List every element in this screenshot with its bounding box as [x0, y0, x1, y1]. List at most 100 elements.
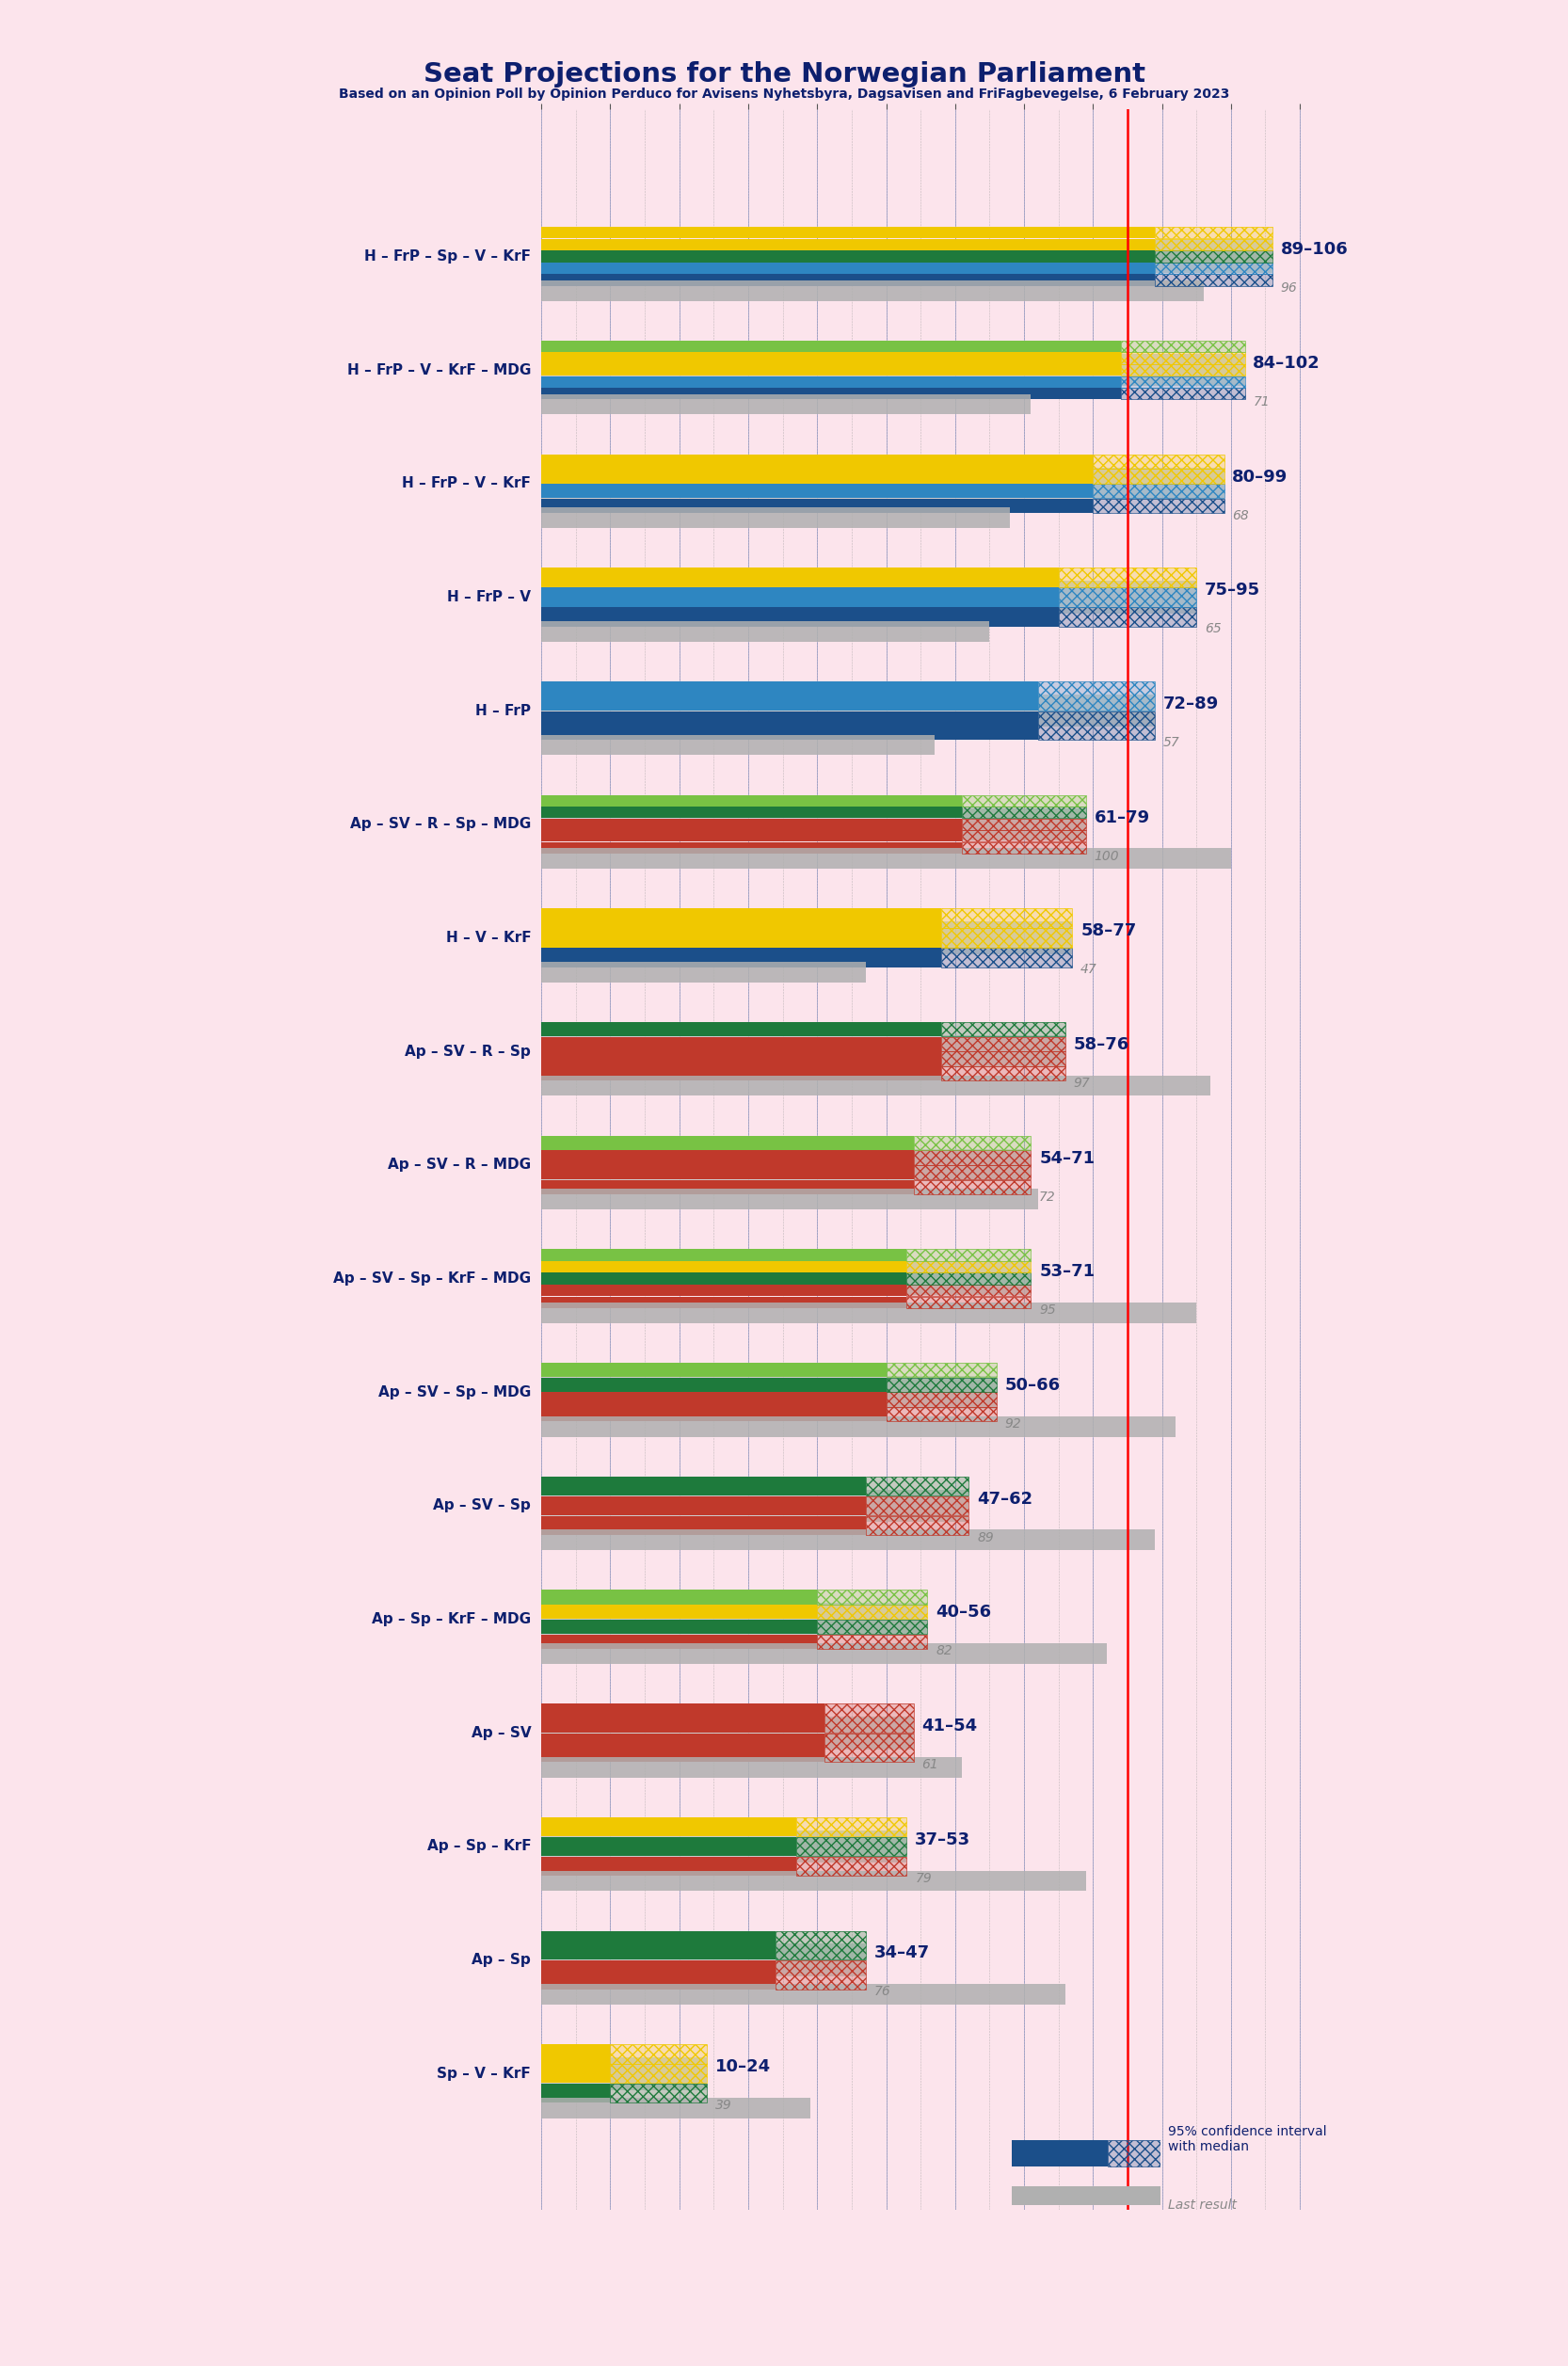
Text: 39: 39	[715, 2099, 732, 2113]
Bar	[1058, 608, 1196, 627]
Bar	[541, 963, 866, 982]
Bar	[886, 1377, 996, 1391]
Text: H – FrP – V: H – FrP – V	[447, 589, 532, 603]
Text: H – FrP: H – FrP	[475, 703, 532, 717]
Bar	[797, 1817, 906, 1836]
Bar	[941, 927, 1073, 946]
Bar	[963, 842, 1087, 854]
Bar	[541, 239, 1156, 251]
Bar	[776, 1961, 866, 1990]
Bar	[817, 1590, 928, 1604]
Bar	[541, 274, 1156, 286]
Bar	[541, 1181, 914, 1195]
Text: 54–71: 54–71	[1040, 1150, 1094, 1166]
Bar	[1121, 388, 1245, 400]
Bar	[886, 1363, 996, 1377]
Bar	[541, 587, 1058, 606]
Text: 53–71: 53–71	[1040, 1263, 1094, 1280]
Bar	[1038, 712, 1156, 741]
Bar	[1058, 608, 1196, 627]
Bar	[541, 849, 1231, 868]
Bar	[541, 696, 1156, 726]
Bar	[541, 1817, 797, 1836]
Bar	[1156, 263, 1272, 274]
Text: 47–62: 47–62	[977, 1491, 1033, 1507]
Bar	[1156, 251, 1272, 263]
Bar	[541, 1704, 825, 1732]
Bar	[541, 819, 963, 830]
Bar	[541, 1417, 1176, 1436]
Text: Ap – SV – Sp: Ap – SV – Sp	[433, 1498, 532, 1512]
Bar	[941, 1036, 1065, 1051]
Bar	[906, 1261, 1030, 1273]
Text: Ap – SV – R – Sp: Ap – SV – R – Sp	[405, 1043, 532, 1058]
Bar	[541, 1758, 963, 1777]
Bar	[541, 1249, 906, 1261]
Bar	[541, 1297, 906, 1308]
Bar	[1121, 364, 1245, 376]
Bar	[906, 1297, 1030, 1308]
Bar	[541, 1604, 928, 1635]
Bar	[1058, 587, 1196, 606]
Text: H – FrP – V – KrF: H – FrP – V – KrF	[401, 476, 532, 490]
Bar	[541, 1476, 866, 1495]
Bar	[541, 1363, 886, 1377]
Bar	[541, 241, 1272, 272]
Bar	[963, 830, 1087, 842]
Bar	[541, 454, 1093, 468]
Bar	[906, 1261, 1030, 1273]
Bar	[817, 1604, 928, 1618]
Bar	[541, 1136, 914, 1150]
Bar	[541, 712, 1038, 741]
Bar	[541, 1635, 817, 1649]
Bar	[541, 1644, 1107, 1663]
Bar	[1156, 251, 1272, 263]
Text: 96: 96	[1281, 282, 1297, 296]
Text: Ap – Sp – KrF – MDG: Ap – Sp – KrF – MDG	[372, 1611, 532, 1625]
Bar	[541, 1734, 825, 1763]
Bar	[941, 1067, 1065, 1081]
Bar	[541, 353, 1121, 364]
Bar	[610, 2063, 707, 2082]
Bar	[1011, 2186, 1160, 2205]
Bar	[610, 2044, 707, 2063]
Text: 61: 61	[922, 1758, 939, 1772]
Bar	[541, 509, 1010, 528]
Bar	[1109, 2139, 1160, 2167]
Text: 47: 47	[1080, 963, 1098, 977]
Bar	[1156, 274, 1272, 286]
Bar	[1121, 353, 1245, 364]
Text: 71: 71	[1253, 395, 1270, 409]
Bar	[541, 949, 941, 968]
Bar	[1109, 2139, 1160, 2167]
Text: 75–95: 75–95	[1204, 582, 1261, 599]
Bar	[941, 1022, 1065, 1036]
Bar	[541, 1377, 886, 1391]
Bar	[541, 1036, 1065, 1067]
Bar	[866, 1476, 969, 1495]
Bar	[914, 1150, 1030, 1164]
Bar	[941, 1051, 1065, 1067]
Bar	[541, 1857, 797, 1876]
Text: Seat Projections for the Norwegian Parliament: Seat Projections for the Norwegian Parli…	[423, 62, 1145, 88]
Bar	[886, 1363, 996, 1377]
Bar	[914, 1136, 1030, 1150]
Bar	[541, 2044, 610, 2063]
Bar	[541, 1517, 866, 1536]
Bar	[817, 1635, 928, 1649]
Bar	[866, 1517, 969, 1536]
Bar	[541, 468, 1225, 499]
Bar	[541, 809, 1087, 840]
Bar	[541, 927, 941, 946]
Text: 82: 82	[936, 1644, 952, 1659]
Bar	[541, 1961, 776, 1990]
Text: 76: 76	[873, 1985, 891, 1999]
Bar	[914, 1164, 1030, 1181]
Bar	[541, 807, 963, 819]
Bar	[541, 1261, 906, 1273]
Bar	[914, 1181, 1030, 1195]
Bar	[541, 1150, 1030, 1181]
Bar	[963, 795, 1087, 807]
Bar	[941, 1036, 1065, 1051]
Bar	[541, 1495, 866, 1514]
